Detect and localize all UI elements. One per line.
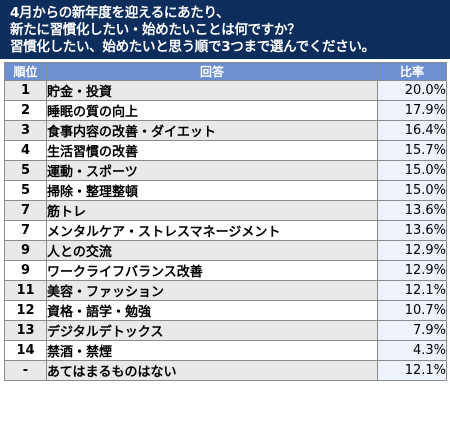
table-row: 1 貯金・投資 20.0% — [4, 80, 447, 101]
answer-cell: ワークライフバランス改善 — [46, 260, 378, 281]
column-header-rank: 順位 — [4, 62, 47, 81]
table-row: 14 禁酒・禁煙 4.3% — [4, 340, 447, 361]
question-line-3: 習慣化したい、始めたいと思う順で3つまで選んでください。 — [10, 39, 375, 55]
ranking-table: 順位 回答 比率 1 貯金・投資 20.0% 2 睡眠の質の向上 17.9% 3 食事内容の改… — [4, 62, 447, 381]
answer-cell: 睡眠の質の向上 — [46, 100, 378, 121]
question-line-2: 新たに習慣化したい・始めたいことは何ですか？ — [10, 22, 301, 38]
rank-cell: 5 — [4, 160, 47, 181]
table-row: 9 ワークライフバランス改善 12.9% — [4, 260, 447, 281]
rate-cell: 15.0% — [377, 180, 447, 201]
table-row: 4 生活習慣の改善 15.7% — [4, 140, 447, 161]
rank-cell: 4 — [4, 140, 47, 161]
column-header-answer: 回答 — [46, 62, 378, 81]
answer-cell: 運動・スポーツ — [46, 160, 378, 181]
answer-cell: 掃除・整理整頓 — [46, 180, 378, 201]
answer-cell: 貯金・投資 — [46, 80, 378, 101]
rank-cell: 7 — [4, 200, 47, 221]
rank-cell: 14 — [4, 340, 47, 361]
rank-cell: 9 — [4, 240, 47, 261]
rate-cell: 15.0% — [377, 160, 447, 181]
answer-cell: あてはまるものはない — [46, 360, 378, 381]
answer-cell: 美容・ファッション — [46, 280, 378, 301]
rate-cell: 13.6% — [377, 220, 447, 241]
rate-cell: 7.9% — [377, 320, 447, 341]
rank-cell: 3 — [4, 120, 47, 141]
rate-cell: 12.9% — [377, 260, 447, 281]
rank-cell: 1 — [4, 80, 47, 101]
rank-cell: 12 — [4, 300, 47, 321]
answer-cell: デジタルデトックス — [46, 320, 378, 341]
answer-cell: 食事内容の改善・ダイエット — [46, 120, 378, 141]
table-row: 13 デジタルデトックス 7.9% — [4, 320, 447, 341]
table-row: 7 筋トレ 13.6% — [4, 200, 447, 221]
answer-cell: メンタルケア・ストレスマネージメント — [46, 220, 378, 241]
rate-cell: 16.4% — [377, 120, 447, 141]
rate-cell: 12.9% — [377, 240, 447, 261]
table-row: 2 睡眠の質の向上 17.9% — [4, 100, 447, 121]
rate-cell: 10.7% — [377, 300, 447, 321]
table-header-row: 順位 回答 比率 — [4, 62, 447, 81]
rate-cell: 4.3% — [377, 340, 447, 361]
rank-cell: 7 — [4, 220, 47, 241]
rank-cell: 11 — [4, 280, 47, 301]
table-row: 9 人との交流 12.9% — [4, 240, 447, 261]
answer-cell: 禁酒・禁煙 — [46, 340, 378, 361]
table-row: 3 食事内容の改善・ダイエット 16.4% — [4, 120, 447, 141]
table-row: - あてはまるものはない 12.1% — [4, 360, 447, 381]
rate-cell: 12.1% — [377, 280, 447, 301]
rate-cell: 13.6% — [377, 200, 447, 221]
table-row: 11 美容・ファッション 12.1% — [4, 280, 447, 301]
rate-cell: 15.7% — [377, 140, 447, 161]
rank-cell: - — [4, 360, 47, 381]
rate-cell: 12.1% — [377, 360, 447, 381]
rank-cell: 5 — [4, 180, 47, 201]
answer-cell: 資格・語学・勉強 — [46, 300, 378, 321]
answer-cell: 筋トレ — [46, 200, 378, 221]
question-line-1: 4月からの新年度を迎えるにあたり、 — [10, 5, 230, 21]
table-row: 12 資格・語学・勉強 10.7% — [4, 300, 447, 321]
question-header: 4月からの新年度を迎えるにあたり、 新たに習慣化したい・始めたいことは何ですか？… — [0, 0, 450, 59]
rate-cell: 17.9% — [377, 100, 447, 121]
table-row: 5 掃除・整理整頓 15.0% — [4, 180, 447, 201]
table-row: 7 メンタルケア・ストレスマネージメント 13.6% — [4, 220, 447, 241]
rate-cell: 20.0% — [377, 80, 447, 101]
rank-cell: 2 — [4, 100, 47, 121]
rank-cell: 13 — [4, 320, 47, 341]
answer-cell: 人との交流 — [46, 240, 378, 261]
rank-cell: 9 — [4, 260, 47, 281]
answer-cell: 生活習慣の改善 — [46, 140, 378, 161]
table-row: 5 運動・スポーツ 15.0% — [4, 160, 447, 181]
column-header-rate: 比率 — [377, 62, 447, 81]
